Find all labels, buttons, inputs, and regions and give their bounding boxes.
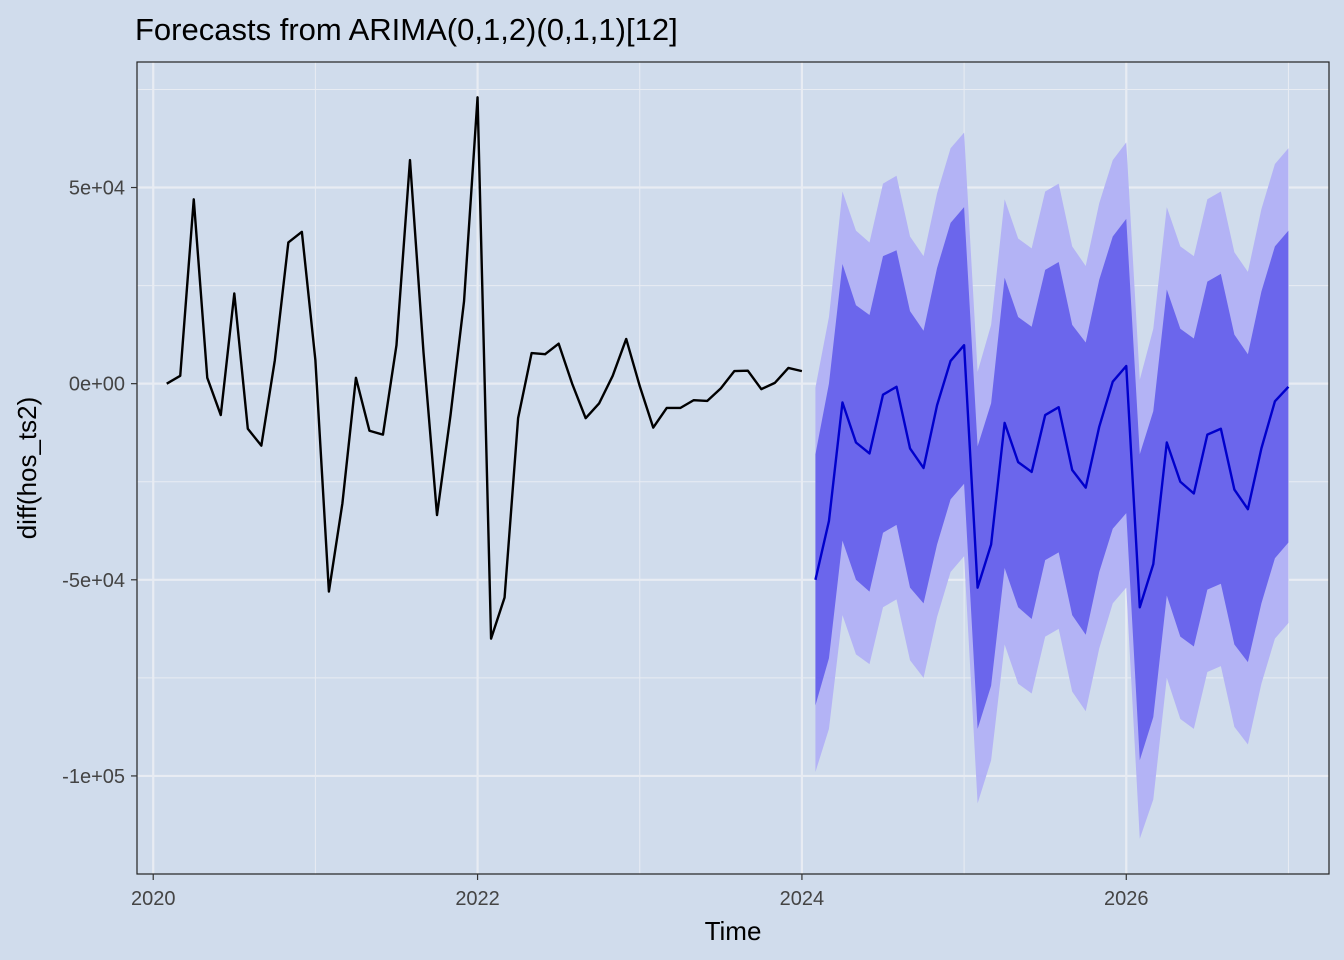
x-tick-label: 2024: [780, 888, 825, 910]
plot-border: [136, 61, 1330, 875]
y-tick-label: -1e+05: [62, 766, 125, 788]
history-line: [166, 96, 803, 640]
x-tick-label: 2026: [1104, 888, 1149, 910]
x-axis-label: Time: [705, 916, 762, 946]
series-lines: [166, 96, 1290, 640]
interval-80-band: [815, 207, 1289, 761]
y-tick-label: 0e+00: [69, 374, 125, 396]
x-tick-label: 2020: [131, 888, 176, 910]
axis-ticks: 2020 2022 2024 2026 5e+04 0e+00 -5e+04 -1e+05: [62, 178, 1148, 910]
forecast-line: [814, 344, 1290, 609]
y-tick-label: 5e+04: [69, 178, 125, 200]
y-tick-label: -5e+04: [62, 570, 125, 592]
x-tick-label: 2022: [455, 888, 500, 910]
chart-title: Forecasts from ARIMA(0,1,2)(0,1,1)[12]: [135, 12, 678, 47]
prediction-intervals: [815, 132, 1289, 839]
y-axis-label: diff(hos_ts2): [12, 397, 42, 540]
